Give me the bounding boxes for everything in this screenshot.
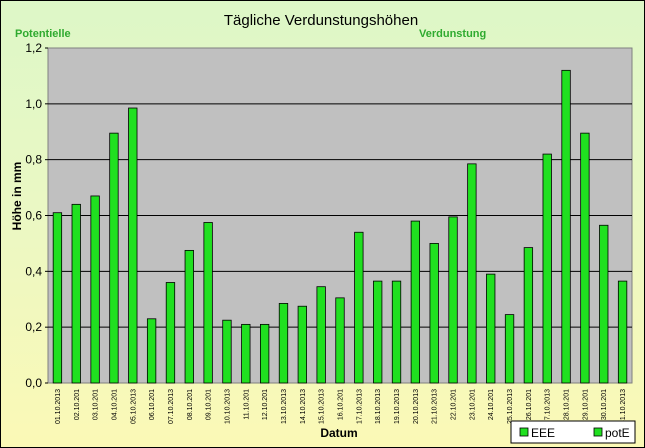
x-tick-label: 24.10.201 <box>488 389 495 420</box>
x-tick-label: 13.10.2013 <box>281 389 288 424</box>
bar <box>486 273 496 384</box>
bar <box>71 203 81 384</box>
x-tick-label: 05.10.2013 <box>130 389 137 424</box>
bar <box>109 132 119 384</box>
y-tick-label: 0,4 <box>25 264 42 278</box>
legend: EEE potE <box>510 420 636 444</box>
y-tick-label: 0,6 <box>25 209 42 223</box>
bar <box>52 212 63 384</box>
bar <box>278 303 289 384</box>
bar <box>410 220 421 384</box>
bar <box>165 282 176 384</box>
x-tick-label: 31.10.2013 <box>620 389 627 424</box>
y-tick-label: 1,2 <box>25 41 42 55</box>
y-axis-ticks: 0,0 0,2 0,4 0,6 0,8 1,0 1,2 <box>25 41 48 390</box>
legend-label-pote: potE <box>605 426 630 440</box>
bar <box>335 297 345 384</box>
bar <box>241 323 251 384</box>
x-tick-label: 09.10.201 <box>206 389 213 420</box>
x-axis-ticks: 01.10.2013 02.10.201 03.10.201 04.10.201 05.… <box>55 389 627 424</box>
x-tick-label: 25.10.2013 <box>507 389 514 424</box>
legend-box <box>510 420 636 444</box>
bar <box>90 195 100 384</box>
bar <box>599 224 609 384</box>
y-tick-label: 1,0 <box>25 97 42 111</box>
x-tick-label: 11.10.201 <box>243 389 250 420</box>
x-tick-label: 04.10.201 <box>111 389 118 420</box>
x-tick-label: 22.10.201 <box>451 389 458 420</box>
bar <box>354 231 364 384</box>
bar <box>203 222 213 384</box>
bar <box>184 249 194 384</box>
x-tick-label: 30.10.201 <box>601 389 608 420</box>
bar <box>542 153 552 384</box>
x-axis-title: Datum <box>320 426 357 440</box>
x-tick-label: 17.10.2013 <box>356 389 363 424</box>
x-tick-label: 28.10.201 <box>564 389 571 420</box>
legend-label-eee: EEE <box>531 426 555 440</box>
y-tick-label: 0,2 <box>25 320 42 334</box>
y-tick-label: 0,8 <box>25 153 42 167</box>
x-tick-label: 03.10.201 <box>93 389 100 420</box>
bar <box>504 314 515 384</box>
x-tick-label: 01.10.2013 <box>55 389 62 424</box>
x-tick-label: 27.10.2013 <box>545 389 552 424</box>
x-tick-label: 20.10.2013 <box>413 389 420 424</box>
y-tick-label: 0,0 <box>25 376 42 390</box>
bar <box>617 280 628 384</box>
bars-layer <box>52 69 628 384</box>
x-tick-label: 10.10.2013 <box>224 389 231 424</box>
bar <box>523 247 534 384</box>
x-tick-label: 26.10.201 <box>526 389 533 420</box>
y-axis-title: Höhe in mm <box>10 162 24 231</box>
x-tick-label: 29.10.201 <box>582 389 589 420</box>
bar <box>316 286 326 384</box>
annotation-verdunstung: Verdunstung <box>419 28 486 40</box>
bar <box>580 132 590 384</box>
legend-swatch-eee <box>519 427 529 437</box>
bar <box>146 318 157 384</box>
x-tick-label: 07.10.2013 <box>168 389 175 424</box>
x-tick-label: 15.10.2013 <box>319 389 326 424</box>
bar <box>128 107 138 384</box>
annotation-potentielle: Potentielle <box>15 28 71 40</box>
bar <box>391 280 402 384</box>
x-tick-label: 14.10.2013 <box>300 389 307 424</box>
bar <box>373 280 383 384</box>
x-tick-label: 18.10.2013 <box>375 389 382 424</box>
bar <box>429 243 439 384</box>
bar <box>561 69 571 384</box>
bar <box>222 319 232 384</box>
x-tick-label: 06.10.201 <box>149 389 156 420</box>
x-tick-label: 19.10.2013 <box>394 389 401 424</box>
x-tick-label: 21.10.2013 <box>432 389 439 424</box>
chart-title: Tägliche Verdunstungshöhen <box>224 12 418 29</box>
bar <box>259 323 270 384</box>
x-tick-label: 08.10.201 <box>187 389 194 420</box>
x-tick-label: 02.10.201 <box>74 389 81 420</box>
x-tick-label: 23.10.201 <box>469 389 476 420</box>
grid-layer <box>48 103 632 328</box>
bar <box>448 216 458 384</box>
bar <box>467 163 477 384</box>
bar <box>297 305 307 384</box>
legend-swatch-pote <box>593 427 603 437</box>
x-tick-label: 12.10.201 <box>262 389 269 420</box>
x-tick-label: 16.10.201 <box>338 389 345 420</box>
